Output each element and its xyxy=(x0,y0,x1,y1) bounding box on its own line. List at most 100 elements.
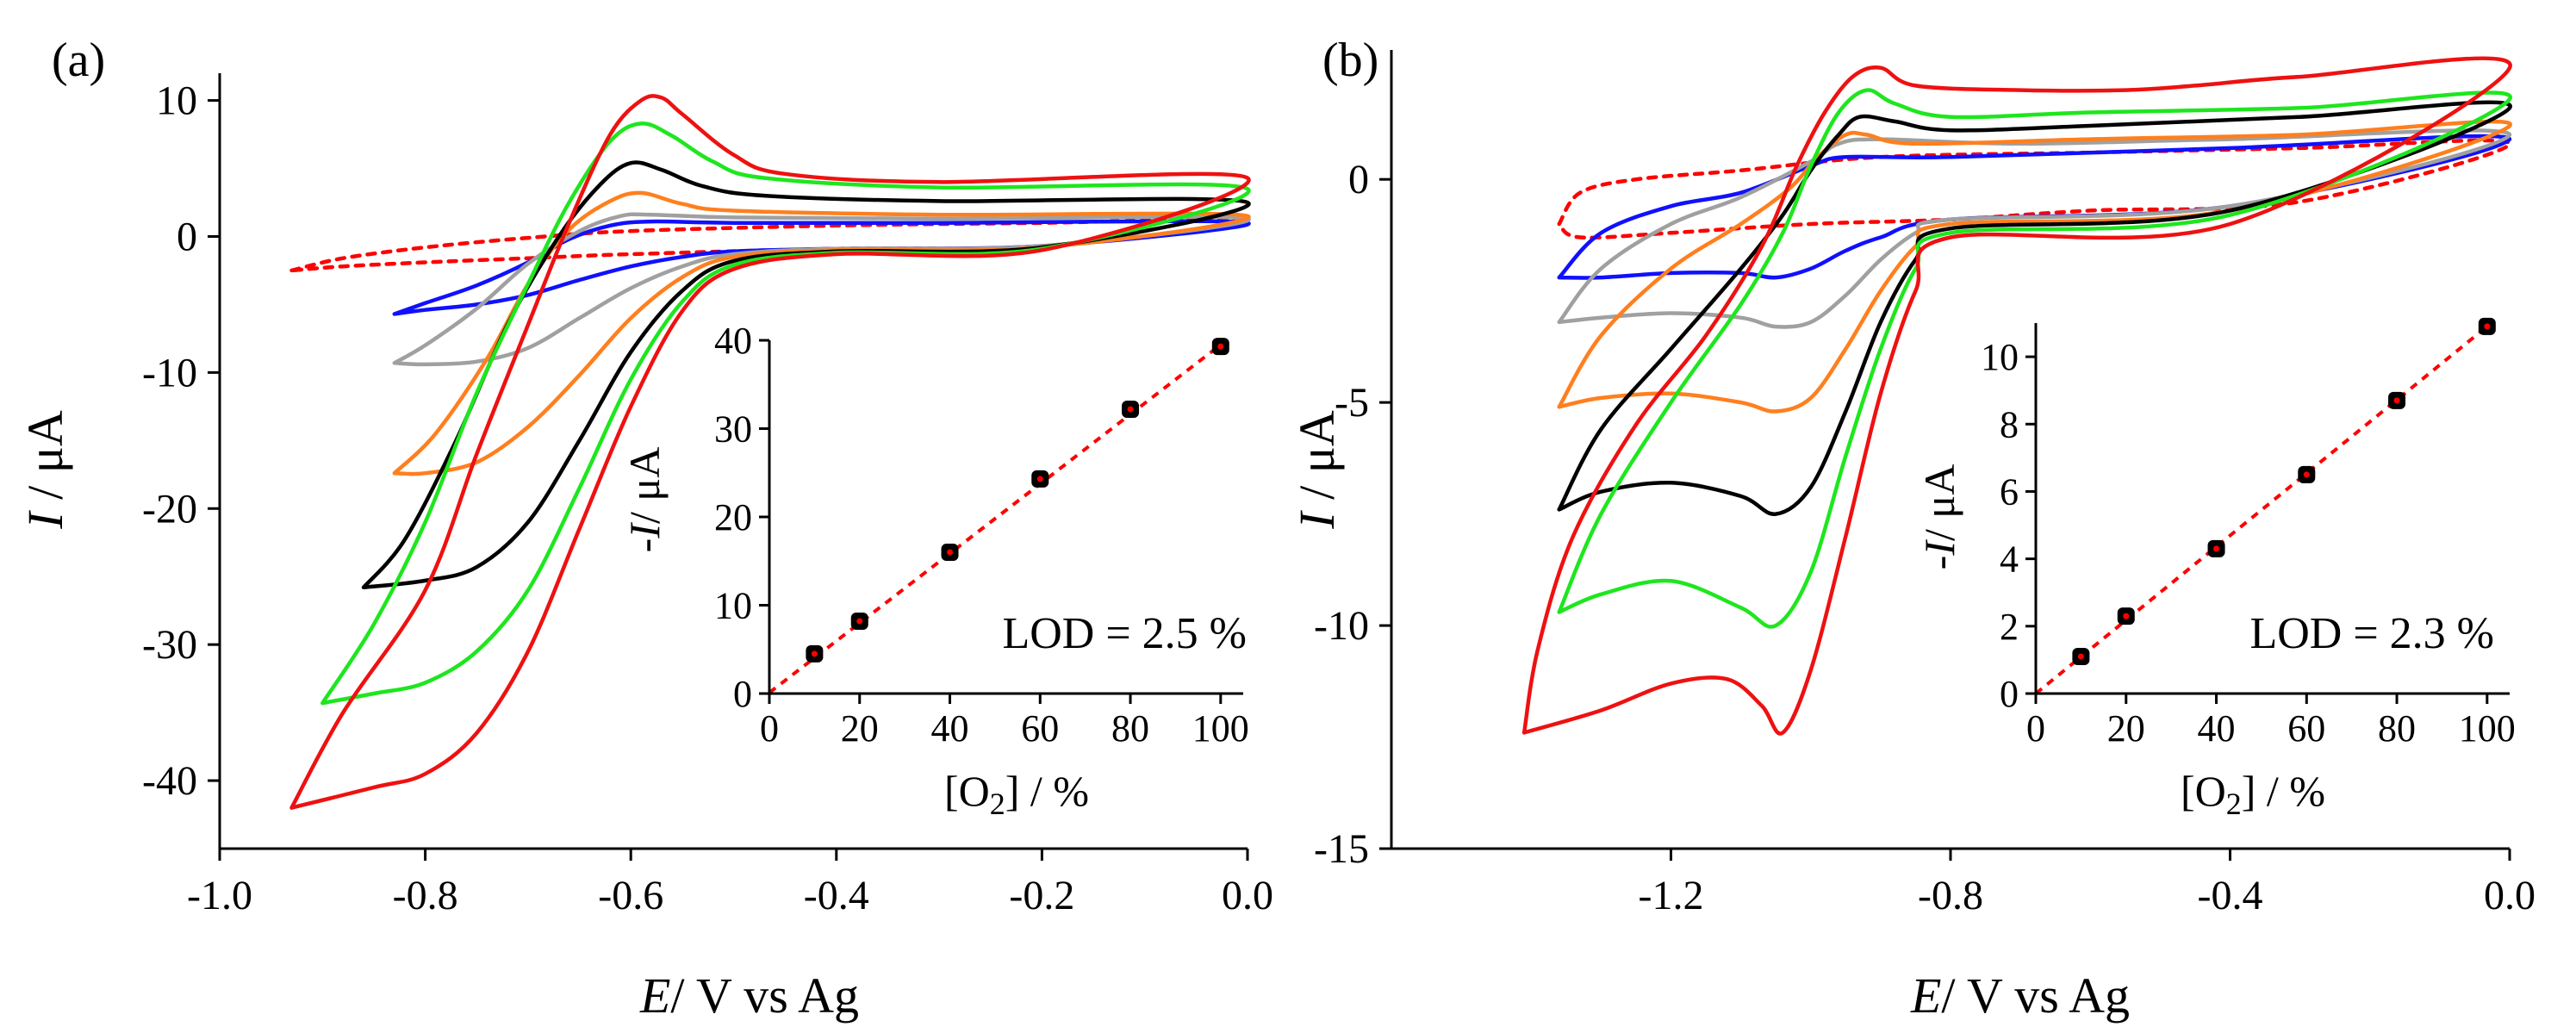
panel-b-lod-annotation: LOD = 2.3 % xyxy=(2249,609,2494,658)
panel-a-inset-point-center xyxy=(811,650,818,657)
panel-b-inset-x-tick-label: 100 xyxy=(2459,707,2516,750)
panel-b-label: (b) xyxy=(1322,34,1378,87)
panel-b-x-axis-title: E/ V vs Ag xyxy=(1910,968,2130,1024)
panel-b-inset-x-tick-label: 60 xyxy=(2287,707,2325,750)
panel-a-inset-points xyxy=(806,338,1229,663)
panel-a-x-axis-unit: / V vs Ag xyxy=(670,968,859,1024)
panel-b-x-tick-label: 0.0 xyxy=(2484,873,2536,918)
panel-a-inset-x-tick-label: 100 xyxy=(1192,707,1249,750)
panel-b-inset-point-center xyxy=(2213,545,2220,552)
panel-a-inset-y-tick-label: 20 xyxy=(714,496,752,538)
panel-a-y-tick-label: 0 xyxy=(177,214,197,259)
panel-b-inset-axes xyxy=(2034,323,2510,695)
panel-b-inset-point-center xyxy=(2393,397,2400,404)
panel-a-series xyxy=(289,94,1251,810)
panel-a-inset-y-tick-label: 0 xyxy=(733,673,752,715)
panel-a-x-tick-label: -1.0 xyxy=(187,873,252,918)
panel-a-x-axis-symbol: E xyxy=(639,968,670,1024)
panel-a-x-tick-label: -0.8 xyxy=(393,873,458,918)
panel-a: (a) -1.0 -0.8 -0.6 -0.4 -0.2 0.0100-10-20-30-… xyxy=(17,34,1273,1024)
panel-b-y-axis-title: I / μA xyxy=(1289,410,1345,530)
panel-b-y-axis-unit: / μA xyxy=(1289,410,1345,512)
panel-a-inset-y-title-b: / μA xyxy=(620,447,669,524)
panel-b-x-axis-symbol: E xyxy=(1910,968,1941,1024)
panel-a-inset-x-tick-label: 60 xyxy=(1021,707,1059,750)
panel-a-series-0 xyxy=(289,216,1250,273)
panel-b-inset-y-tick-label: 6 xyxy=(2000,470,2019,513)
panel-a-inset-y-title-a: - xyxy=(620,538,669,553)
panel-a-inset-x-title-sub: 2 xyxy=(990,787,1005,821)
panel-b-y-tick-label: -5 xyxy=(1335,380,1369,426)
panel-b-y-tick-label: -15 xyxy=(1314,826,1369,872)
panel-a-inset-point-center xyxy=(856,618,863,625)
panel-b-inset-y-tick-label: 2 xyxy=(2000,606,2019,648)
panel-b-inset-point-center xyxy=(2303,471,2310,478)
panel-b-inset-x-tick-label: 80 xyxy=(2378,707,2416,750)
panel-a-inset-y-axis-title: -I/ μA xyxy=(620,447,669,553)
panel-a-inset-y-tick-label: 30 xyxy=(714,408,752,451)
panel-a-inset-point-center xyxy=(1217,343,1224,350)
panel-a-y-tick-label: -40 xyxy=(142,758,197,804)
panel-b-inset-ticks: 0 20 40 60 80 100 0 2 4 6 8 10 xyxy=(1981,336,2516,750)
panel-a-y-axis-title: I / μA xyxy=(17,410,73,530)
panel-a-label: (a) xyxy=(52,34,105,87)
panel-b-inset-x-tick-label: 0 xyxy=(2026,707,2045,750)
panel-b-series-4 xyxy=(1557,100,2512,516)
panel-a-inset-y-title-sym: I xyxy=(620,522,669,539)
panel-b-inset-x-tick-label: 40 xyxy=(2198,707,2236,750)
panel-b-series-5 xyxy=(1557,88,2512,629)
panel-a-x-tick-label: -0.2 xyxy=(1009,873,1074,918)
panel-b-inset-point-center xyxy=(2484,323,2491,330)
panel-b-x-tick-label: -1.2 xyxy=(1639,873,1704,918)
panel-b-inset-y-title-sym: I xyxy=(1915,539,1963,557)
panel-a-inset-point-center xyxy=(1127,406,1134,413)
panel-b-inset-x-title-sub: 2 xyxy=(2226,787,2242,821)
panel-b-series xyxy=(1521,56,2512,736)
panel-b-inset-y-axis-title: -I/ μA xyxy=(1915,464,1963,570)
panel-a-inset-x-axis-title: [O2] / % xyxy=(944,767,1089,821)
panel-a-inset-x-tick-label: 0 xyxy=(760,707,779,750)
panel-b-inset-point-center xyxy=(2123,613,2130,619)
panel-b-x-axis-unit: / V vs Ag xyxy=(1941,968,2130,1024)
panel-b-x-tick-label: -0.8 xyxy=(1918,873,1983,918)
panel-a-x-tick-label: -0.6 xyxy=(598,873,663,918)
panel-b-inset-y-tick-label: 10 xyxy=(1981,336,2019,378)
panel-a-inset-fit xyxy=(768,343,1223,694)
panel-a-inset-point-center xyxy=(947,549,954,556)
panel-a-x-tick-label: -0.4 xyxy=(804,873,869,918)
panel-b-inset-x-tick-label: 20 xyxy=(2107,707,2145,750)
panel-a-inset-y-tick-label: 40 xyxy=(714,320,752,362)
panel-b-inset-point-center xyxy=(2077,653,2084,660)
panel-a-y-tick-label: -20 xyxy=(142,486,197,532)
panel-a-inset-ticks: 0 20 40 60 80 100 0 10 20 30 40 xyxy=(714,320,1249,750)
panel-a-inset-x-tick-label: 20 xyxy=(841,707,879,750)
panel-a-y-axis-symbol: I xyxy=(17,510,73,530)
panel-a-inset-fit-line xyxy=(768,343,1223,694)
panel-b-inset-y-tick-label: 4 xyxy=(2000,538,2019,581)
panel-b-inset-x-title-b: ] / % xyxy=(2242,767,2325,815)
panel-b-inset-y-tick-label: 0 xyxy=(2000,673,2019,715)
panel-b-x-tick-label: -0.4 xyxy=(2198,873,2263,918)
panel-a-inset: 0 20 40 60 80 100 0 10 20 30 40 LOD = 2.5 % [O2] /… xyxy=(620,320,1249,821)
panel-a-series-6 xyxy=(289,94,1251,810)
panel-b-inset-points xyxy=(2072,317,2496,665)
panel-a-x-axis-title: E/ V vs Ag xyxy=(639,968,859,1024)
panel-a-inset-point-center xyxy=(1036,476,1043,482)
panel-b-y-tick-label: 0 xyxy=(1348,157,1369,202)
panel-a-series-5 xyxy=(320,121,1251,706)
panel-a-y-tick-label: 10 xyxy=(156,78,197,124)
panel-a-inset-y-tick-label: 10 xyxy=(714,585,752,627)
panel-a-inset-x-title-a: [O xyxy=(944,767,990,815)
panel-a-axes xyxy=(218,73,1248,850)
panel-a-lod-annotation: LOD = 2.5 % xyxy=(1002,609,1247,658)
panel-a-inset-x-tick-label: 40 xyxy=(931,707,969,750)
panel-a-x-tick-label: 0.0 xyxy=(1222,873,1273,918)
panel-b-series-6 xyxy=(1521,56,2512,736)
panel-a-inset-x-tick-label: 80 xyxy=(1111,707,1149,750)
panel-b-inset-y-tick-label: 8 xyxy=(2000,403,2019,445)
panel-b-inset-fit-line xyxy=(2034,325,2489,695)
panel-a-y-axis-unit: / μA xyxy=(17,410,73,512)
panel-b-axes xyxy=(1390,50,2510,850)
panel-b-inset-x-title-a: [O xyxy=(2181,767,2226,815)
